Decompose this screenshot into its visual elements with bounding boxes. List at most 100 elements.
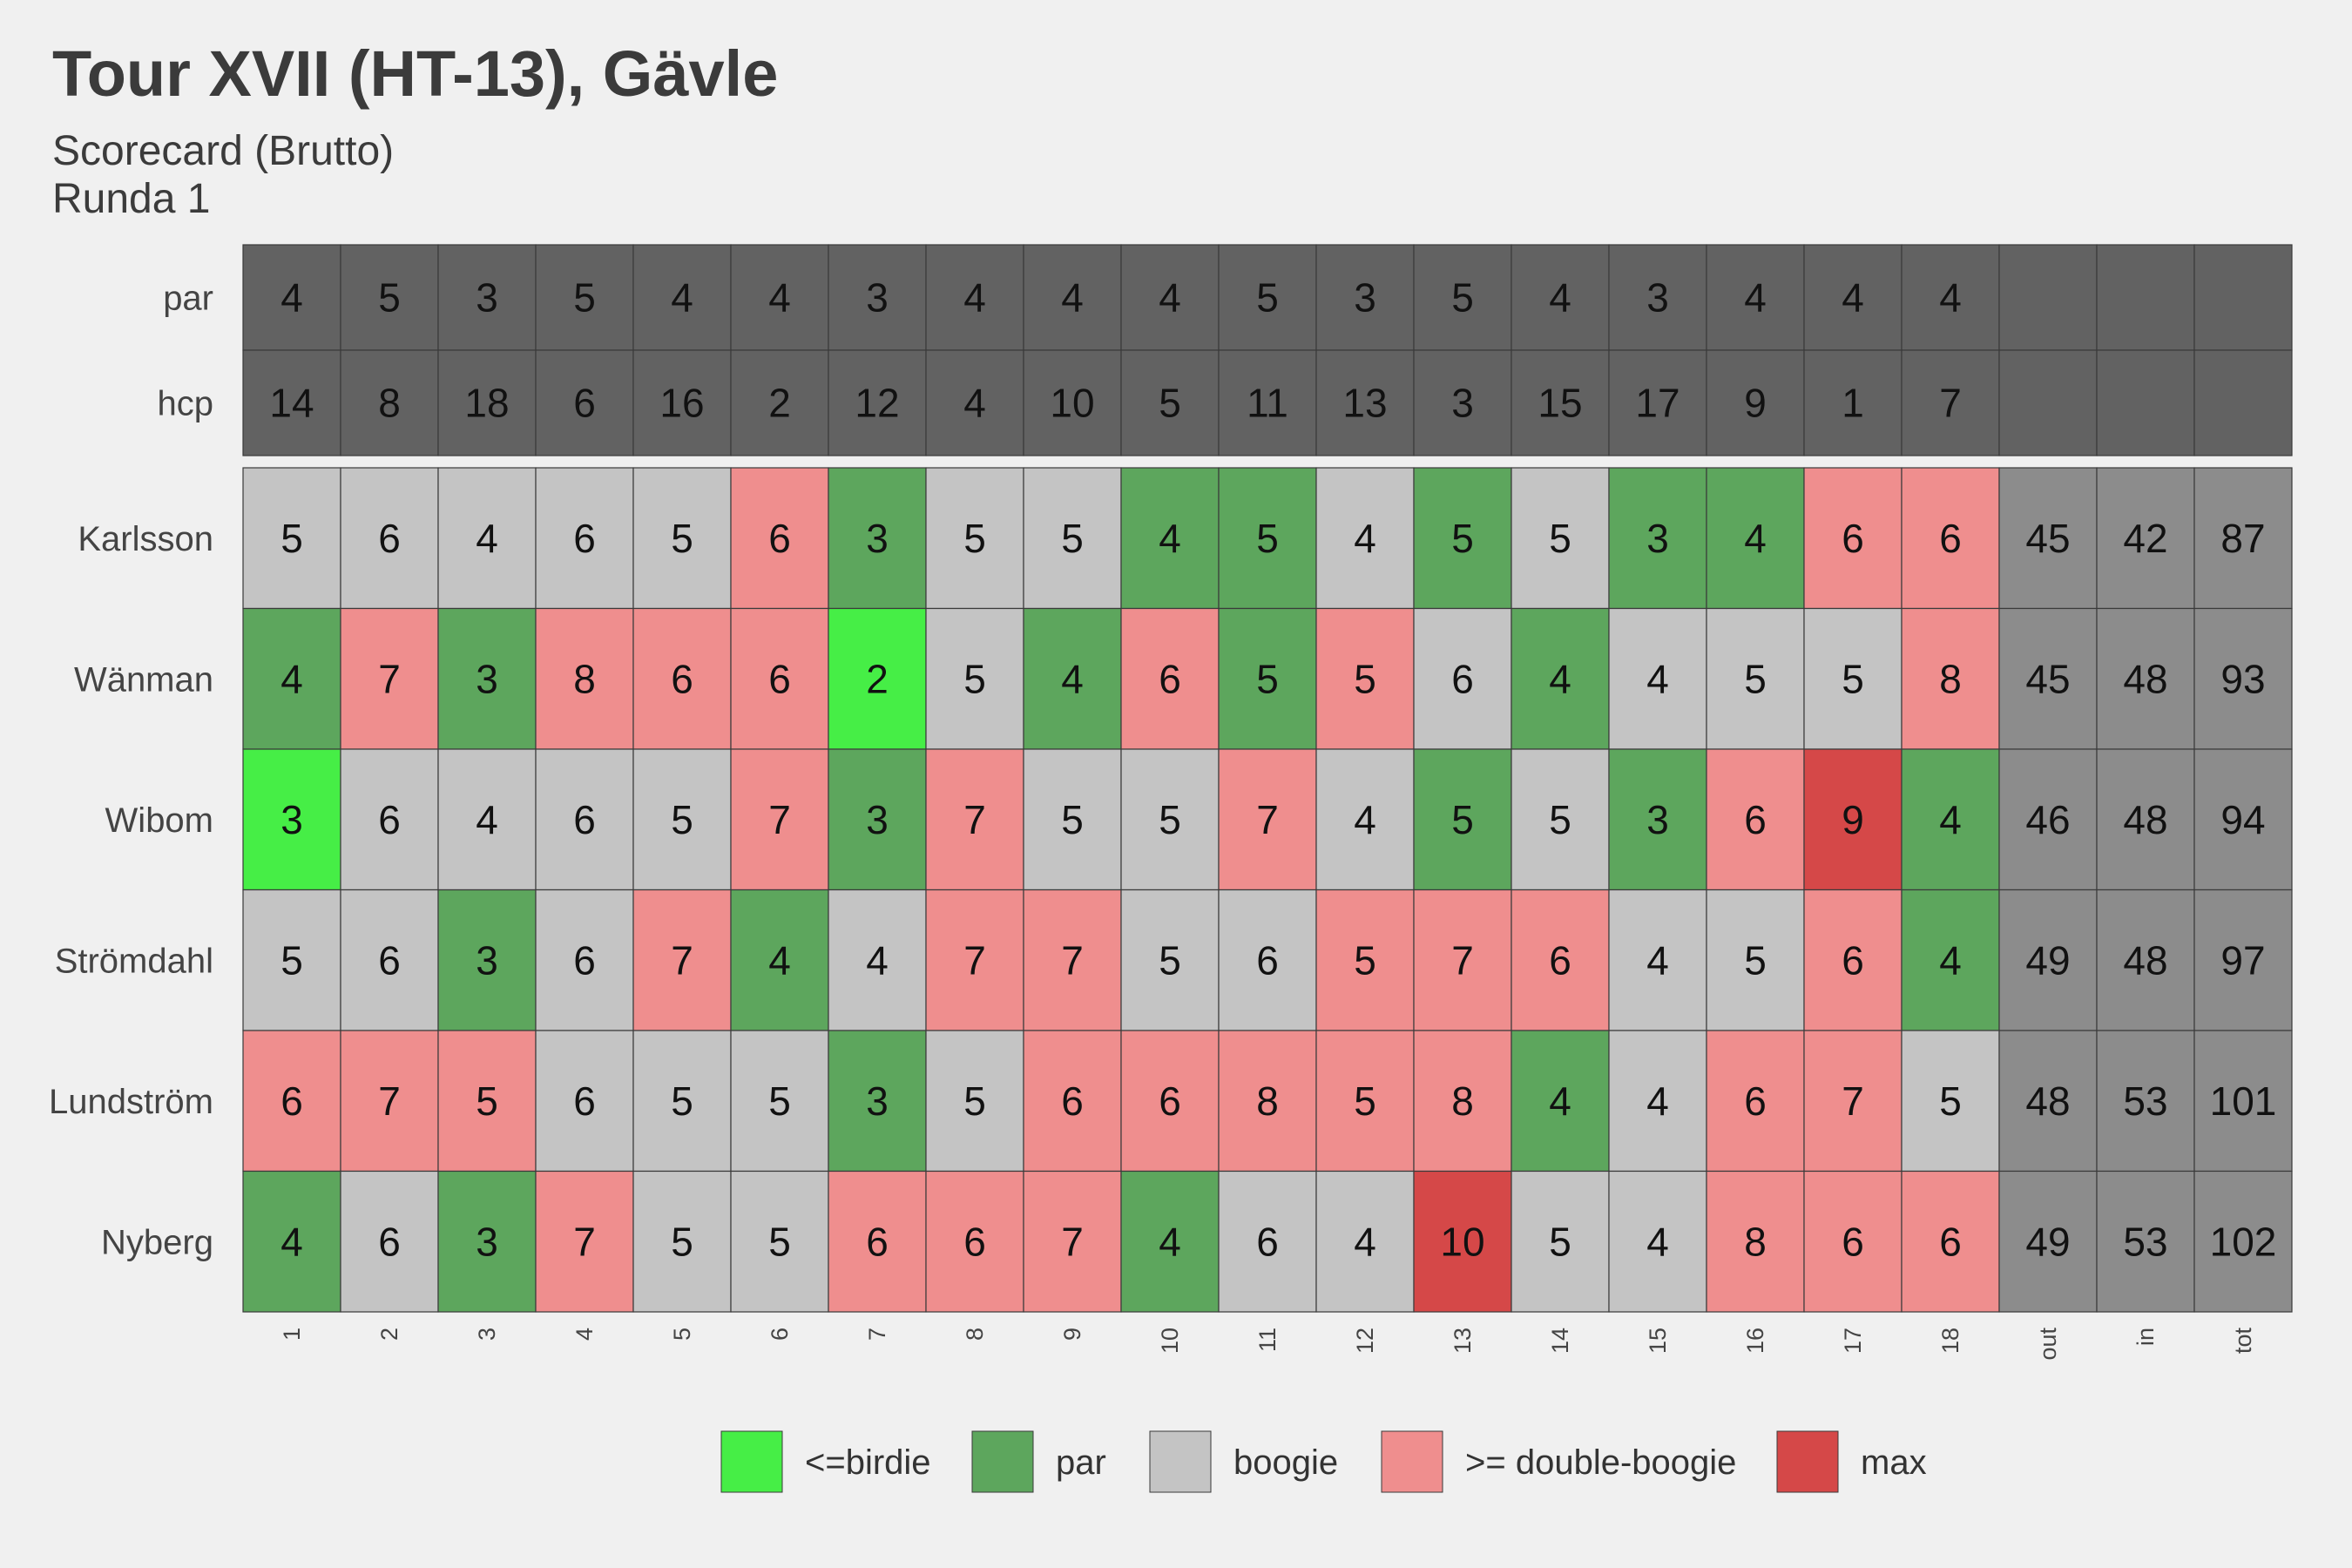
score-value: 5	[1061, 797, 1084, 842]
score-cell	[1413, 748, 1512, 891]
player-name: Karlsson	[78, 520, 213, 558]
score-value: 5	[1256, 516, 1279, 561]
score-value: 6	[1842, 516, 1864, 561]
score-value: 6	[671, 656, 693, 701]
score-value: 48	[2123, 797, 2167, 842]
score-cell	[1218, 1030, 1317, 1173]
header-cell-value: 16	[659, 381, 704, 426]
header-row-label: hcp	[158, 385, 214, 423]
score-value: 6	[573, 1078, 596, 1124]
score-value: 3	[476, 656, 498, 701]
score-cell	[2193, 889, 2293, 1031]
score-value: 7	[1842, 1078, 1864, 1124]
header-cell-value: 4	[768, 275, 791, 321]
score-value: 8	[1744, 1219, 1767, 1264]
chart-title: Tour XVII (HT-13), Gävle	[52, 37, 779, 110]
header-cell	[1608, 244, 1707, 351]
score-value: 5	[963, 656, 986, 701]
column-tick-label: 4	[571, 1328, 598, 1341]
score-cell	[242, 889, 341, 1031]
score-cell	[1998, 1030, 2098, 1173]
column-tick-label: 17	[1840, 1328, 1866, 1354]
score-value: 49	[2025, 937, 2070, 983]
score-cell	[437, 748, 537, 891]
score-cell	[2193, 1170, 2293, 1313]
column-tick-label: 3	[474, 1328, 500, 1341]
score-cell	[535, 607, 634, 750]
score-value: 5	[1549, 1219, 1571, 1264]
column-tick-label: 2	[376, 1328, 402, 1341]
score-cell	[535, 1170, 634, 1313]
header-cell	[242, 349, 341, 456]
score-cell	[1608, 748, 1707, 891]
header-cell	[1998, 349, 2098, 456]
legend-swatch-boogie	[1149, 1430, 1212, 1493]
score-cell	[1218, 1170, 1317, 1313]
score-value: 6	[1256, 1219, 1279, 1264]
score-cell	[2193, 607, 2293, 750]
score-cell	[730, 607, 829, 750]
score-cell	[1901, 889, 2000, 1031]
score-cell	[632, 1030, 732, 1173]
score-value: 6	[768, 516, 791, 561]
score-value: 49	[2025, 1219, 2070, 1264]
header-cell-value: 4	[1939, 275, 1962, 321]
header-cell-value: 5	[378, 275, 401, 321]
score-value: 3	[1646, 797, 1669, 842]
score-cell	[1706, 1170, 1805, 1313]
score-value: 42	[2123, 516, 2167, 561]
score-value: 5	[280, 516, 303, 561]
score-value: 101	[2210, 1078, 2277, 1124]
score-value: 4	[280, 656, 303, 701]
score-value: 5	[1061, 516, 1084, 561]
score-value: 4	[1159, 1219, 1181, 1264]
score-cell	[730, 467, 829, 610]
score-cell	[730, 748, 829, 891]
header-cell	[1120, 349, 1220, 456]
score-cell	[1901, 1170, 2000, 1313]
score-cell	[1120, 889, 1220, 1031]
column-tick-label: out	[2035, 1328, 2061, 1361]
score-cell	[340, 889, 439, 1031]
score-value: 5	[671, 1219, 693, 1264]
score-cell	[535, 748, 634, 891]
score-cell	[535, 889, 634, 1031]
header-cell	[1120, 244, 1220, 351]
score-value: 5	[1451, 797, 1474, 842]
score-value: 5	[280, 937, 303, 983]
score-value: 5	[1159, 797, 1181, 842]
score-value: 5	[1549, 516, 1571, 561]
header-cell-value: 15	[1538, 381, 1582, 426]
header-cell	[1511, 244, 1610, 351]
score-value: 6	[1451, 656, 1474, 701]
score-value: 6	[1159, 656, 1181, 701]
score-value: 6	[768, 656, 791, 701]
header-cell-value: 11	[1247, 381, 1288, 426]
score-cell	[1901, 607, 2000, 750]
score-value: 5	[1549, 797, 1571, 842]
header-cell-value: 4	[280, 275, 303, 321]
score-cell	[1803, 889, 1903, 1031]
score-cell	[1413, 889, 1512, 1031]
score-value: 4	[1549, 656, 1571, 701]
score-cell	[1998, 467, 2098, 610]
score-value: 5	[1842, 656, 1864, 701]
score-value: 45	[2025, 656, 2070, 701]
score-cell	[1218, 889, 1317, 1031]
score-cell	[1120, 467, 1220, 610]
header-cell-value: 5	[1451, 275, 1474, 321]
score-value: 3	[476, 1219, 498, 1264]
score-cell	[1413, 1030, 1512, 1173]
score-cell	[2096, 1030, 2195, 1173]
player-name: Wibom	[105, 801, 213, 840]
score-value: 7	[378, 656, 401, 701]
score-value: 5	[1256, 656, 1279, 701]
chart-subtitle-round: Runda 1	[52, 176, 211, 222]
header-cell	[1803, 244, 1903, 351]
score-value: 6	[378, 516, 401, 561]
column-tick-label: 7	[864, 1328, 890, 1341]
player-name: Lundström	[49, 1083, 213, 1121]
header-cell-value: 3	[476, 275, 498, 321]
score-value: 3	[280, 797, 303, 842]
score-cell	[1706, 467, 1805, 610]
